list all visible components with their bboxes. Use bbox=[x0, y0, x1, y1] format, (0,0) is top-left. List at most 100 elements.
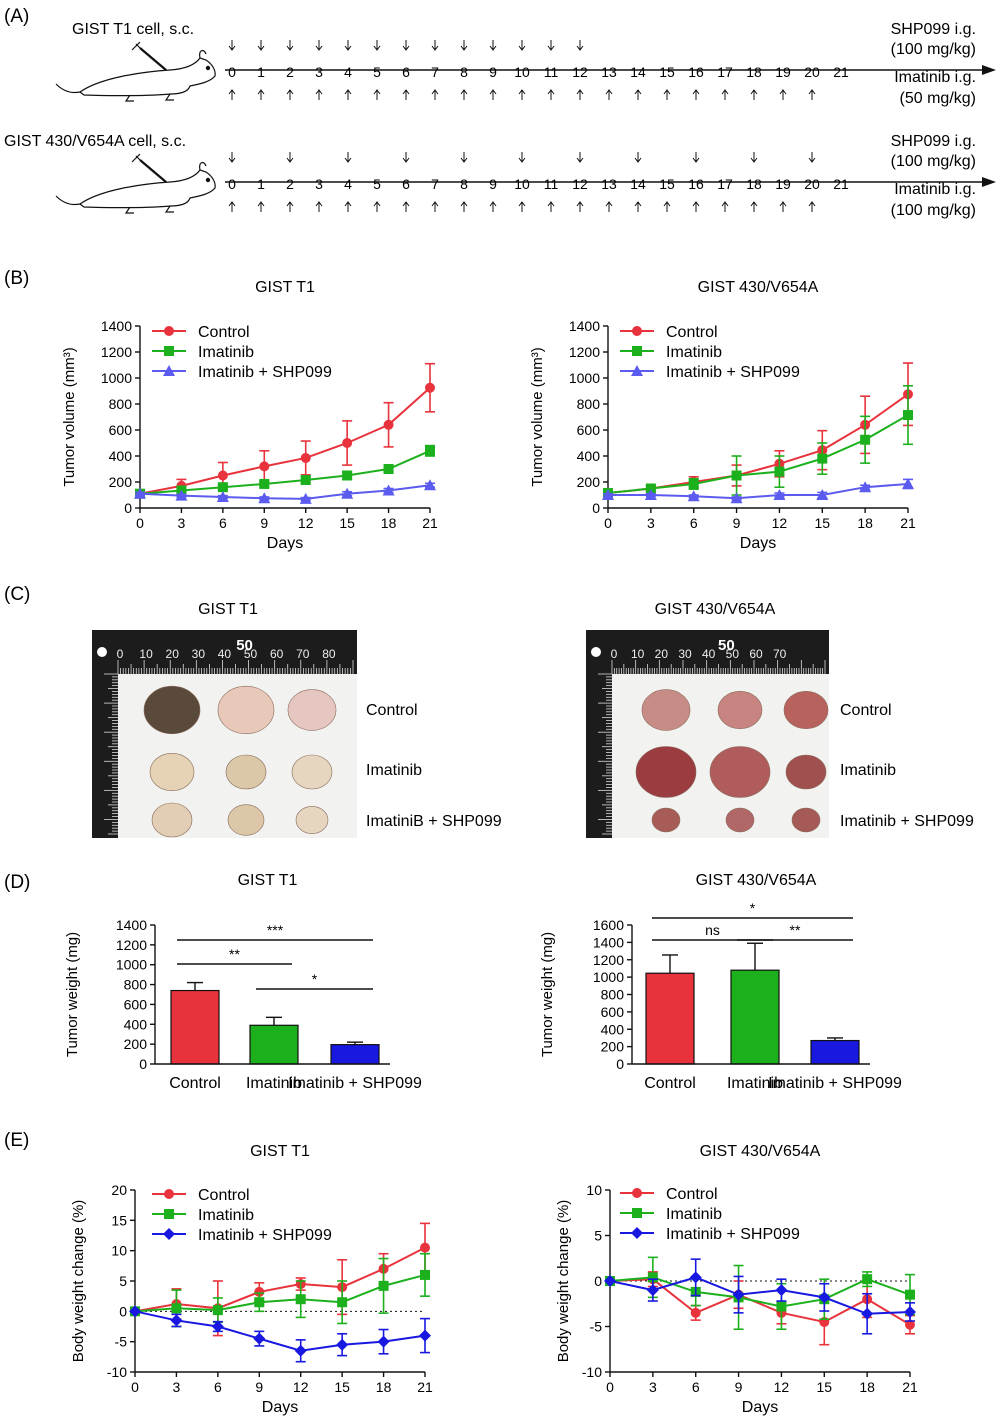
tumor-photo-gist-t1: GIST T1 0 10 20 30 40 50 60 70 80 50 Control Imatini… bbox=[92, 601, 502, 838]
series-line bbox=[134, 1310, 426, 1352]
timeline-day-label: 6 bbox=[402, 64, 410, 80]
data-point bbox=[212, 1305, 223, 1316]
panel-label-e: (E) bbox=[4, 1130, 29, 1151]
up-arrow-icon bbox=[402, 89, 410, 100]
down-arrow-icon bbox=[518, 152, 526, 163]
timeline-day-label: 21 bbox=[833, 64, 849, 80]
series-line bbox=[139, 387, 431, 495]
timeline-day-label: 2 bbox=[286, 176, 294, 192]
data-point bbox=[164, 1189, 174, 1199]
timeline-day-label: 18 bbox=[746, 64, 762, 80]
x-tick-label: 21 bbox=[900, 515, 916, 531]
data-point bbox=[631, 1227, 643, 1239]
tumor-specimen bbox=[651, 807, 681, 833]
up-arrow-icon bbox=[460, 89, 468, 100]
up-arrow-icon bbox=[431, 201, 439, 212]
timeline-day-label: 17 bbox=[717, 176, 733, 192]
down-arrow-icon bbox=[315, 40, 323, 51]
chart-title: GIST 430/V654A bbox=[696, 872, 817, 889]
timeline-day-label: 19 bbox=[775, 64, 791, 80]
data-point bbox=[294, 1344, 307, 1357]
y-axis-label: Body weight change (%) bbox=[555, 1200, 572, 1363]
series-line bbox=[134, 1273, 426, 1313]
legend-label: Control bbox=[666, 324, 718, 341]
down-arrow-icon bbox=[750, 152, 758, 163]
ruler-mark: 0 bbox=[611, 647, 618, 661]
bar bbox=[170, 989, 220, 1065]
ruler-hole bbox=[591, 647, 601, 657]
x-tick-label: 18 bbox=[859, 1379, 875, 1395]
timeline-day-label: 15 bbox=[659, 176, 675, 192]
data-point bbox=[862, 1274, 873, 1285]
ruler-mark: 60 bbox=[270, 647, 284, 661]
top-drug-1b: (100 mg/kg) bbox=[891, 41, 976, 58]
y-tick-label: 800 bbox=[109, 396, 133, 412]
data-point bbox=[905, 1319, 915, 1330]
data-point bbox=[171, 1303, 182, 1314]
bar bbox=[810, 1039, 860, 1065]
timeline-day-label: 2 bbox=[286, 64, 294, 80]
x-tick-label: 18 bbox=[381, 515, 397, 531]
data-point bbox=[170, 1314, 183, 1327]
cell-label-2: GIST 430/V654A cell, s.c. bbox=[4, 133, 186, 150]
y-tick-label: 600 bbox=[601, 1004, 625, 1020]
timeline-day-label: 19 bbox=[775, 176, 791, 192]
down-arrow-icon bbox=[692, 152, 700, 163]
data-point bbox=[424, 479, 436, 491]
bar bbox=[330, 1044, 380, 1065]
data-point bbox=[383, 464, 394, 474]
tumor-specimen bbox=[295, 806, 329, 834]
panel-label-c: (C) bbox=[4, 584, 30, 605]
data-point bbox=[644, 489, 657, 500]
up-arrow-icon bbox=[228, 89, 236, 100]
up-arrow-icon bbox=[692, 201, 700, 212]
x-axis-label: Days bbox=[267, 535, 303, 552]
tumor-specimen bbox=[149, 752, 195, 791]
x-tick-label: 12 bbox=[774, 1379, 790, 1395]
timeline-day-label: 11 bbox=[544, 64, 559, 80]
data-point bbox=[860, 434, 871, 445]
x-tick-label: 3 bbox=[178, 515, 186, 531]
series-line bbox=[139, 449, 431, 495]
up-arrow-icon bbox=[750, 201, 758, 212]
y-axis-label: Tumor weight (mg) bbox=[64, 932, 81, 1057]
significance-label: * bbox=[750, 900, 756, 916]
x-tick-label: 9 bbox=[255, 1379, 263, 1395]
data-point bbox=[134, 487, 146, 499]
panel-label-a: (A) bbox=[4, 6, 29, 27]
up-arrow-icon bbox=[431, 89, 439, 100]
cell-label-1: GIST T1 cell, s.c. bbox=[72, 21, 194, 38]
data-point bbox=[817, 453, 828, 464]
category-label: Imatinib bbox=[246, 1075, 302, 1092]
up-arrow-icon bbox=[605, 201, 613, 212]
up-arrow-icon bbox=[286, 201, 294, 212]
x-tick-label: 0 bbox=[604, 515, 612, 531]
tumor-specimen bbox=[227, 804, 265, 836]
body-weight-chart-gist-430: GIST 430/V654A -10 -5 0 5 10 0 3 6 9 12 15 18 21 Days B… bbox=[555, 1143, 918, 1416]
series-line bbox=[609, 1276, 911, 1315]
photo-title: GIST 430/V654A bbox=[655, 601, 776, 618]
row-label: Imatinib bbox=[366, 762, 422, 779]
timeline-day-label: 17 bbox=[717, 64, 733, 80]
data-point bbox=[419, 1329, 431, 1342]
body-weight-chart-gist-t1: GIST T1 -10 -5 0 5 10 15 20 0 3 6 9 12 15 18 21 Days Body… bbox=[70, 1143, 433, 1416]
mouse-icon bbox=[55, 41, 216, 102]
data-point bbox=[732, 1288, 745, 1301]
x-axis-label: Days bbox=[740, 535, 776, 552]
significance-label: *** bbox=[267, 922, 284, 938]
y-tick-label: 5 bbox=[119, 1273, 127, 1289]
top-drug-2b: (100 mg/kg) bbox=[891, 153, 976, 170]
data-point bbox=[382, 484, 395, 496]
up-arrow-icon bbox=[489, 201, 497, 212]
timeline-day-label: 20 bbox=[804, 64, 820, 80]
data-point bbox=[258, 492, 271, 504]
up-arrow-icon bbox=[663, 89, 671, 100]
legend-label: Imatinib + SHP099 bbox=[666, 364, 800, 381]
timeline-day-label: 13 bbox=[601, 64, 617, 80]
ruler-mark: 30 bbox=[192, 647, 206, 661]
data-point bbox=[604, 1275, 616, 1287]
tumor-specimen bbox=[717, 690, 763, 729]
timeline-day-label: 14 bbox=[630, 176, 646, 192]
